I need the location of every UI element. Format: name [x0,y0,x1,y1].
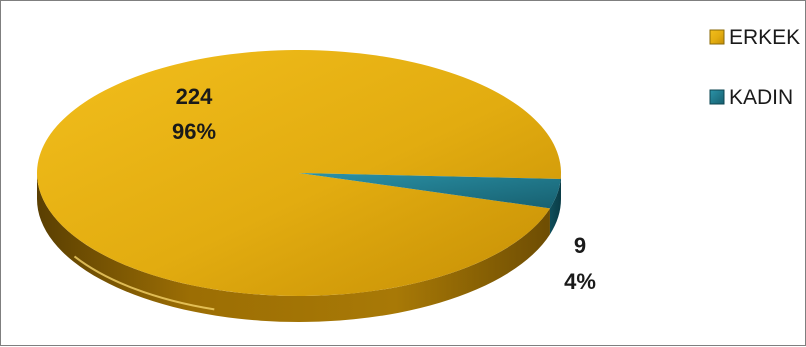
slice-side-kadin [549,173,561,235]
data-label-value-kadin: 9 [574,233,586,258]
slice-erkek [37,49,562,296]
legend: ERKEK KADIN [709,26,800,109]
slice-side-erkek [37,173,550,322]
legend-label-kadin: KADIN [729,86,793,109]
slice-kadin [299,173,561,209]
data-label-percent-erkek: 96% [172,119,216,144]
rim-highlight [73,255,215,311]
legend-label-erkek: ERKEK [729,26,800,49]
legend-swatch-kadin [709,89,725,105]
data-label-percent-kadin: 4% [564,269,596,294]
data-labels: 224 96% 9 4% [172,84,596,294]
legend-swatch-erkek [709,29,725,45]
data-label-value-erkek: 224 [176,84,213,109]
pie-group [37,49,562,322]
